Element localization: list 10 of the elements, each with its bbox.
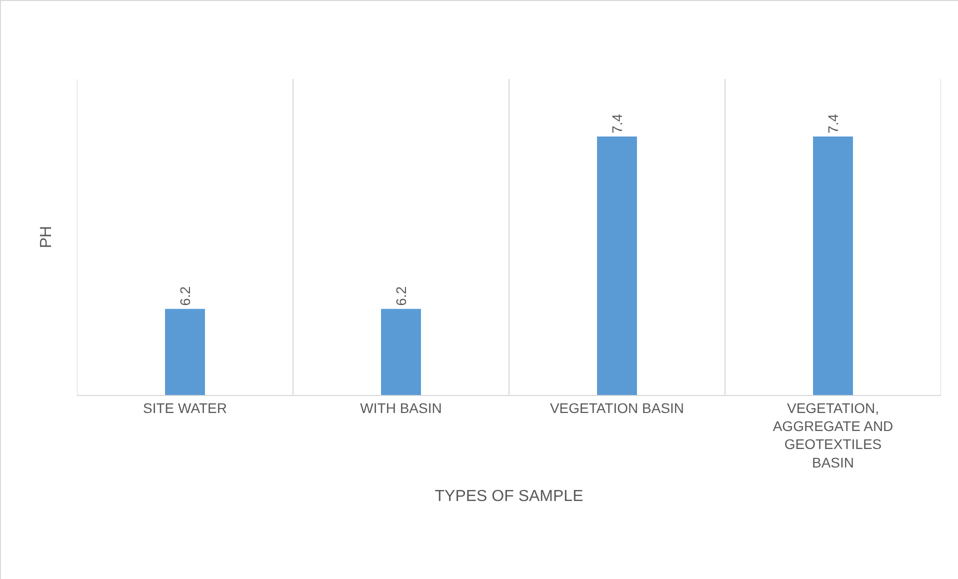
x-axis-title: TYPES OF SAMPLE <box>434 488 584 506</box>
data-label: 7.4 <box>825 114 841 134</box>
x-tick-label: VEGETATION, AGGREGATE AND GEOTEXTILES BASIN <box>772 400 894 470</box>
x-tick-label: WITH BASIN <box>360 400 442 416</box>
data-label: 6.2 <box>177 286 193 306</box>
y-axis-title: PH <box>38 226 55 248</box>
data-label: 7.4 <box>609 114 625 134</box>
x-tick-label: VEGETATION BASIN <box>550 400 684 416</box>
x-tick-label: SITE WATER <box>143 400 227 416</box>
data-label: 6.2 <box>393 286 409 306</box>
